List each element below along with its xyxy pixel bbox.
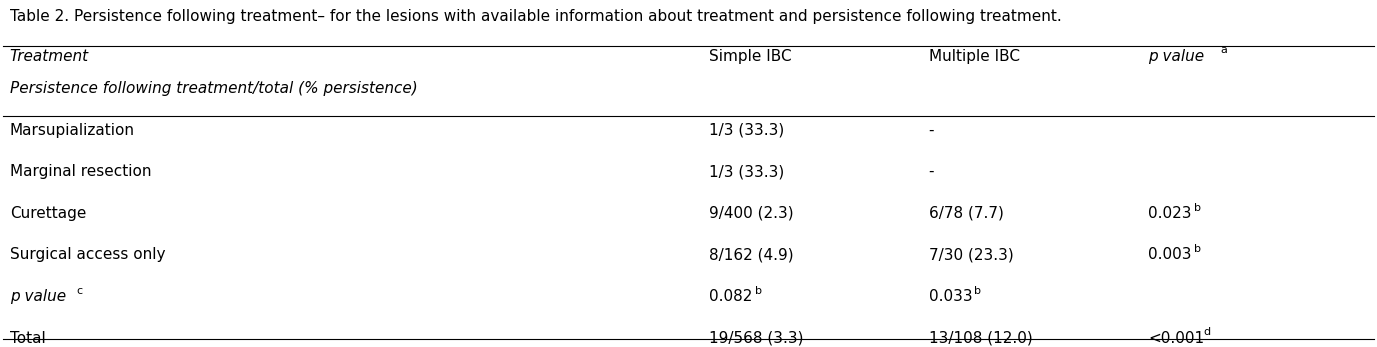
- Text: -: -: [928, 123, 934, 138]
- Text: Marsupialization: Marsupialization: [10, 123, 135, 138]
- Text: c: c: [77, 286, 83, 296]
- Text: Table 2. Persistence following treatment– for the lesions with available informa: Table 2. Persistence following treatment…: [10, 9, 1062, 24]
- Text: Marginal resection: Marginal resection: [10, 164, 151, 179]
- Text: 1/3 (33.3): 1/3 (33.3): [709, 164, 785, 179]
- Text: d: d: [1203, 327, 1210, 337]
- Text: b: b: [975, 286, 982, 296]
- Text: Surgical access only: Surgical access only: [10, 247, 165, 262]
- Text: <0.001: <0.001: [1148, 331, 1203, 346]
- Text: Multiple IBC: Multiple IBC: [928, 49, 1019, 64]
- Text: 8/162 (4.9): 8/162 (4.9): [709, 247, 793, 262]
- Text: 0.023: 0.023: [1148, 206, 1191, 221]
- Text: Curettage: Curettage: [10, 206, 85, 221]
- Text: 0.082: 0.082: [709, 289, 752, 304]
- Text: Simple IBC: Simple IBC: [709, 49, 792, 64]
- Text: 13/108 (12.0): 13/108 (12.0): [928, 331, 1033, 346]
- Text: 7/30 (23.3): 7/30 (23.3): [928, 247, 1013, 262]
- Text: 1/3 (33.3): 1/3 (33.3): [709, 123, 785, 138]
- Text: p value: p value: [1148, 49, 1203, 64]
- Text: 19/568 (3.3): 19/568 (3.3): [709, 331, 804, 346]
- Text: b: b: [1194, 244, 1201, 254]
- Text: -: -: [928, 164, 934, 179]
- Text: Treatment: Treatment: [10, 49, 88, 64]
- Text: Total: Total: [10, 331, 45, 346]
- Text: p value: p value: [10, 289, 66, 304]
- Text: b: b: [1194, 203, 1201, 213]
- Text: a: a: [1220, 45, 1227, 55]
- Text: b: b: [755, 286, 761, 296]
- Text: Persistence following treatment/total (% persistence): Persistence following treatment/total (%…: [10, 81, 417, 96]
- Text: 0.033: 0.033: [928, 289, 972, 304]
- Text: 6/78 (7.7): 6/78 (7.7): [928, 206, 1004, 221]
- Text: 0.003: 0.003: [1148, 247, 1191, 262]
- Text: 9/400 (2.3): 9/400 (2.3): [709, 206, 793, 221]
